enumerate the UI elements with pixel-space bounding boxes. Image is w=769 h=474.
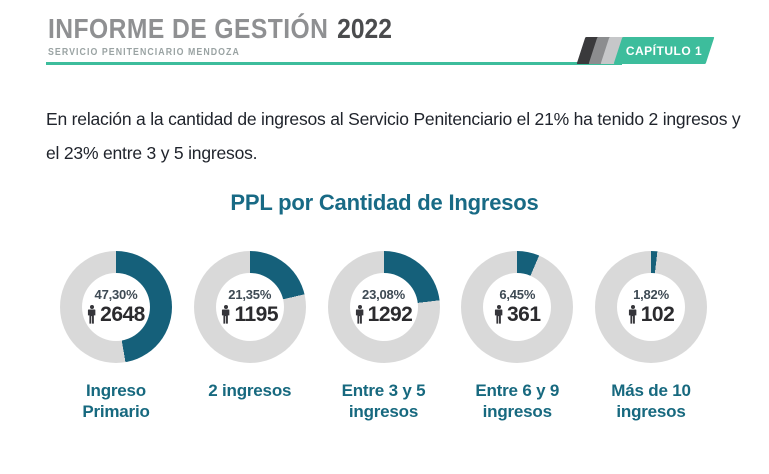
percent-value: 23,08% — [362, 287, 405, 302]
report-title: INFORME DE GESTIÓN — [48, 13, 329, 44]
donut-ring: 6,45% 361 — [461, 251, 574, 363]
donut-label: Ingreso Primario — [82, 381, 150, 421]
count-row: 2648 — [87, 303, 145, 327]
donut-ring: 47,30% 2648 — [60, 251, 172, 363]
donut-center: 1,82% 102 — [595, 251, 707, 363]
donut-card-mas-de-10: 1,82% 102 Más de 10 ingresos — [591, 251, 711, 422]
percent-value: 21,35% — [228, 287, 272, 302]
donut-card-entre-3-y-5: 23,08% 1292 Entre 3 y 5 ingresos — [324, 251, 444, 422]
donut-center: 21,35% 1195 — [194, 251, 306, 363]
donut-hole — [617, 273, 685, 341]
count-value: 1292 — [367, 303, 413, 326]
report-subtitle: SERVICIO PENITENCIARIO MENDOZA — [48, 47, 240, 58]
donut-ring: 23,08% 1292 — [327, 251, 440, 363]
person-icon — [355, 304, 364, 324]
donut-card-2-ingresos: 21,35% 1195 2 ingresos — [190, 251, 310, 422]
chapter-badge-label: CAPÍTULO 1 — [625, 43, 703, 58]
person-icon — [88, 304, 96, 324]
count-value: 102 — [640, 303, 675, 326]
chart-title: PPL por Cantidad de Ingresos — [230, 190, 539, 215]
donut-center: 23,08% 1292 — [328, 251, 440, 363]
intro-paragraph: En relación a la cantidad de ingresos al… — [46, 108, 741, 163]
donut-card-ingreso-primario: 47,30% 2648 Ingreso Primario — [56, 251, 176, 422]
report-header: INFORME DE GESTIÓN 2022 SERVICIO PENITENC… — [48, 13, 392, 58]
donut-chart-row: 47,30% 2648 Ingreso Primario 21,35% — [56, 251, 711, 422]
chapter-badge: CAPÍTULO 1 — [613, 37, 715, 64]
chapter-banner: CAPÍTULO 1 — [576, 37, 715, 64]
person-icon — [222, 304, 230, 324]
percent-value: 1,82% — [633, 287, 669, 302]
header-accent-rule — [46, 62, 622, 65]
donut-ring: 1,82% 102 — [595, 251, 707, 363]
donut-label: 2 ingresos — [208, 381, 292, 400]
percent-value: 6,45% — [499, 287, 536, 302]
donut-label: Más de 10 ingresos — [611, 381, 691, 421]
count-value: 2648 — [100, 303, 145, 326]
count-value: 361 — [506, 303, 541, 326]
donut-hole — [483, 273, 552, 341]
report-year: 2022 — [337, 13, 392, 44]
count-value: 1195 — [234, 303, 279, 326]
percent-value: 47,30% — [94, 287, 138, 302]
donut-card-entre-6-y-9: 6,45% 361 Entre 6 y 9 ingresos — [457, 251, 577, 422]
count-row: 1195 — [221, 303, 279, 327]
count-row: 361 — [494, 303, 541, 327]
donut-ring: 21,35% 1195 — [193, 251, 306, 363]
donut-center: 6,45% 361 — [461, 251, 573, 363]
donut-label: Entre 3 y 5 ingresos — [341, 381, 426, 421]
donut-label: Entre 6 y 9 ingresos — [475, 381, 560, 421]
person-icon — [628, 304, 637, 324]
person-icon — [494, 304, 503, 324]
count-row: 102 — [628, 303, 675, 327]
count-row: 1292 — [355, 303, 413, 327]
donut-center: 47,30% 2648 — [60, 251, 172, 363]
